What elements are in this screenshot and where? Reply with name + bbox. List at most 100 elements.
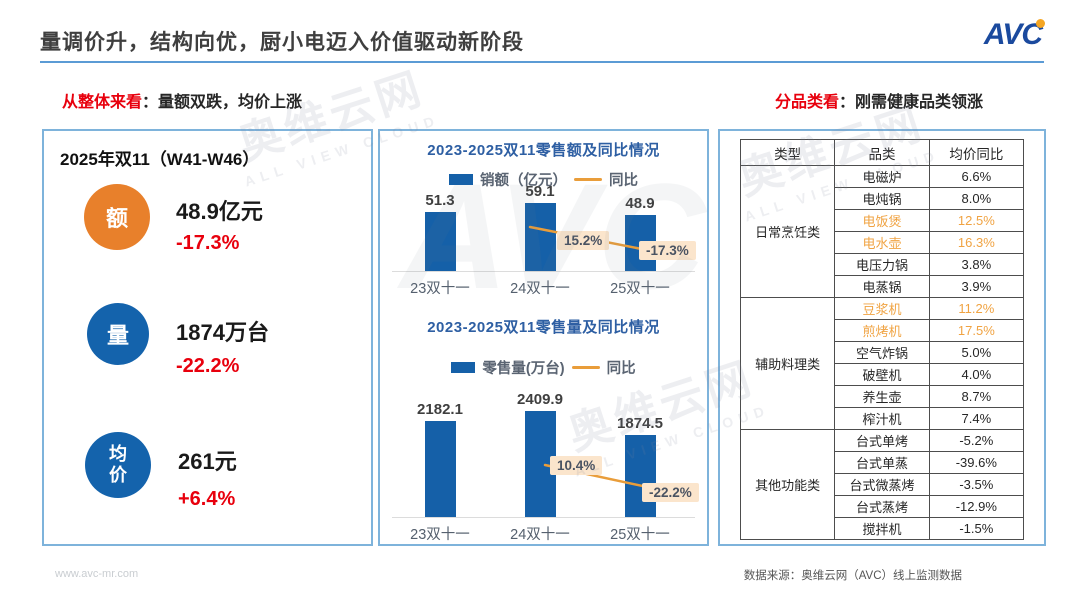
table-row: 日常烹饪类 电磁炉 6.6% [739, 165, 1025, 298]
group-type-cell: 辅助料理类 [739, 297, 836, 430]
table-row: 电炖锅 8.0% [741, 187, 1025, 210]
metric-average-price: 均价 261元 +6.4% [85, 432, 237, 510]
bar [624, 434, 656, 517]
x-axis-label: 25双十一 [610, 527, 670, 543]
table-row: 空气炸锅 5.0% [741, 341, 1025, 364]
overall-subheading: 从整体来看：量额双跌，均价上涨 [62, 88, 302, 112]
bar-value-label: 59.1 [525, 183, 555, 200]
chart2-title: 2023-2025双11零售量及同比情况 [427, 319, 660, 336]
yoy-value-cell: 4.0% [928, 363, 1025, 386]
category-subheading-rest: ：刚需健康品类领涨 [839, 94, 984, 111]
yoy-value-cell: 8.0% [928, 187, 1025, 210]
table-row: 台式微蒸烤 -3.5% [741, 473, 1025, 496]
yoy-value-cell: -1.5% [928, 517, 1025, 540]
yoy-value-cell: 12.5% [928, 209, 1025, 232]
yoy-value-cell: 11.2% [928, 297, 1025, 320]
chart2-x-axis: 23双十一 24双十一 25双十一 [400, 523, 680, 544]
category-name-cell: 搅拌机 [834, 517, 930, 540]
x-axis-label: 24双十一 [510, 281, 570, 297]
charts-panel: 2023-2025双11零售额及同比情况 销额（亿元） 同比 51.3 59.1 4… [378, 129, 709, 546]
yoy-value-cell: -12.9% [928, 495, 1025, 518]
metric-sales-amount: 额 48.9亿元 -17.3% [84, 184, 263, 254]
chart2-bar-legend-swatch-icon [451, 362, 476, 373]
chart2-legend: 零售量(万台) 同比 [380, 357, 707, 378]
chart2-line-legend-label: 同比 [606, 361, 636, 377]
volume-value: 1874万台 [176, 320, 269, 345]
category-table-panel: 类型 品类 均价同比 日常烹饪类 电磁炉 6.6% 电炖锅 8.0% 电饭煲 12.5% 电水… [718, 129, 1046, 546]
yoy-value-cell: -5.2% [928, 429, 1025, 452]
chart1-legend: 销额（亿元） 同比 [380, 169, 707, 190]
chart1-x-axis: 23双十一 24双十一 25双十一 [400, 277, 680, 298]
category-subheading-red: 分品类看 [775, 94, 840, 111]
table-row: 台式蒸烤 -12.9% [741, 495, 1025, 518]
category-name-cell: 豆浆机 [834, 297, 930, 320]
chart1-bar-legend-swatch-icon [449, 174, 473, 185]
bar-column: 59.1 [500, 183, 580, 271]
chart2-axis-line [392, 517, 695, 518]
bar-column: 2409.9 [500, 391, 580, 517]
yoy-value-cell: 3.8% [928, 253, 1025, 276]
table-header-row: 类型 品类 均价同比 [739, 139, 1025, 166]
chart2-bars: 2182.1 2409.9 1874.5 [400, 391, 680, 517]
category-name-cell: 电蒸锅 [834, 275, 930, 298]
avc-logo-dot-icon [1036, 19, 1045, 28]
avc-logo: AVC [983, 18, 1045, 52]
amount-badge: 额 [84, 184, 150, 250]
category-name-cell: 电饭煲 [834, 209, 930, 232]
table-row: 台式单蒸 -39.6% [741, 451, 1025, 474]
category-name-cell: 台式蒸烤 [834, 495, 930, 518]
category-name-cell: 破壁机 [834, 363, 930, 386]
amount-change: -17.3% [176, 232, 240, 254]
avg-price-value: 261元 [178, 449, 237, 474]
yoy-value-cell: 16.3% [928, 231, 1025, 254]
group-type-cell: 其他功能类 [739, 429, 836, 540]
chart1-yoy-label-2025: -17.3% [639, 241, 696, 260]
yoy-value-cell: 5.0% [928, 341, 1025, 364]
overall-subheading-rest: ：量额双跌，均价上涨 [142, 94, 303, 111]
category-name-cell: 电磁炉 [834, 165, 930, 188]
avg-price-change: +6.4% [178, 488, 236, 510]
avc-logo-text: AVC [983, 18, 1043, 51]
overall-subheading-red: 从整体来看 [62, 94, 143, 111]
category-name-cell: 电水壶 [834, 231, 930, 254]
category-price-table: 类型 品类 均价同比 日常烹饪类 电磁炉 6.6% 电炖锅 8.0% 电饭煲 12.5% 电水… [739, 139, 1025, 540]
table-row: 其他功能类 台式单烤 -5.2% [739, 429, 1025, 540]
x-axis-label: 23双十一 [410, 281, 470, 297]
title-divider [40, 61, 1044, 63]
chart1-yoy-label-2024: 15.2% [557, 231, 610, 250]
table-row: 辅助料理类 豆浆机 11.2% [739, 297, 1025, 430]
category-name-cell: 空气炸锅 [834, 341, 930, 364]
table-row: 煎烤机 17.5% [741, 319, 1025, 342]
x-axis-label: 25双十一 [610, 281, 670, 297]
overall-panel-title: 2025年双11（W41-W46） [60, 150, 260, 169]
yoy-value-cell: -3.5% [928, 473, 1025, 496]
table-row: 搅拌机 -1.5% [741, 517, 1025, 540]
category-name-cell: 煎烤机 [834, 319, 930, 342]
table-row: 破壁机 4.0% [741, 363, 1025, 386]
chart2-bar-legend-label: 零售量(万台) [482, 361, 565, 377]
category-name-cell: 榨汁机 [834, 407, 930, 430]
chart1-title: 2023-2025双11零售额及同比情况 [427, 142, 660, 159]
bar-value-label: 2409.9 [517, 391, 563, 408]
website-link[interactable]: www.avc-mr.com [55, 568, 139, 580]
bar-value-label: 51.3 [425, 191, 455, 209]
yoy-value-cell: 17.5% [928, 319, 1025, 342]
col-header-category: 品类 [834, 139, 930, 166]
yoy-value-cell: 6.6% [928, 165, 1025, 188]
amount-value: 48.9亿元 [176, 199, 263, 224]
chart1-bar-legend-label: 销额（亿元） [480, 173, 567, 189]
table-row: 电饭煲 12.5% [741, 209, 1025, 232]
bar [424, 421, 456, 517]
bar-value-label: 1874.5 [617, 414, 663, 432]
bar-column: 51.3 [400, 192, 480, 271]
bar-value-label: 2182.1 [417, 401, 463, 419]
category-name-cell: 电炖锅 [834, 187, 930, 210]
chart1-bars: 51.3 59.1 48.9 [400, 183, 680, 271]
x-axis-label: 23双十一 [410, 527, 470, 543]
bar [524, 203, 556, 271]
col-header-yoy: 均价同比 [928, 139, 1025, 166]
volume-change: -22.2% [176, 355, 240, 377]
chart1-axis-line [392, 271, 695, 272]
bar [424, 211, 456, 271]
page-title: 量调价升，结构向优，厨小电迈入价值驱动新阶段 [40, 31, 524, 54]
